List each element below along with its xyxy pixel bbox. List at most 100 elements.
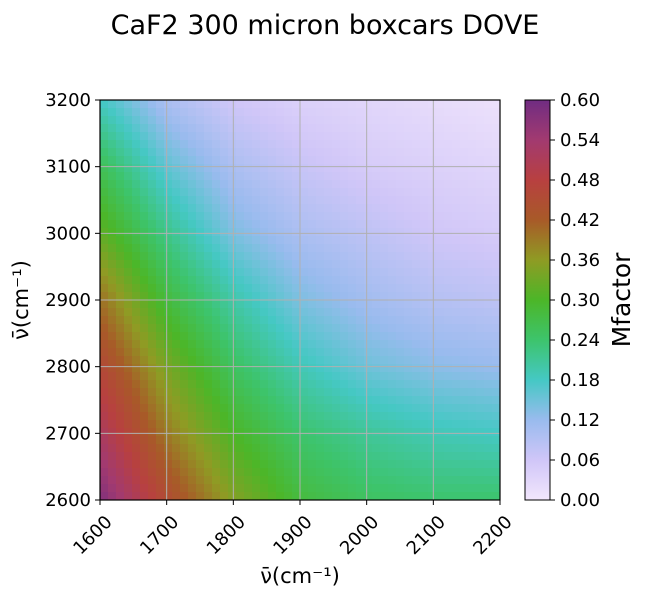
heatmap-cell [436, 412, 445, 421]
heatmap-cell [156, 380, 165, 389]
heatmap-cell [260, 316, 269, 325]
heatmap-cell [420, 412, 429, 421]
heatmap-cell [364, 380, 373, 389]
heatmap-cell [372, 364, 381, 373]
heatmap-cell [188, 188, 197, 197]
heatmap-cell [380, 196, 389, 205]
heatmap-cell [188, 356, 197, 365]
heatmap-cell [140, 316, 149, 325]
heatmap-cell [204, 180, 213, 189]
heatmap-cell [356, 404, 365, 413]
heatmap-cell [460, 396, 469, 405]
heatmap-cell [292, 156, 301, 165]
heatmap-cell [100, 268, 109, 277]
heatmap-cell [100, 420, 109, 429]
heatmap-cell [292, 364, 301, 373]
heatmap-cell [452, 428, 461, 437]
heatmap-cell [156, 188, 165, 197]
heatmap-cell [460, 148, 469, 157]
heatmap-cell [108, 124, 117, 133]
heatmap-cell [188, 284, 197, 293]
heatmap-cell [388, 180, 397, 189]
heatmap-cell [492, 308, 500, 317]
heatmap-cell [252, 172, 261, 181]
heatmap-cell [460, 444, 469, 453]
heatmap-cell [348, 244, 357, 253]
heatmap-cell [356, 196, 365, 205]
heatmap-cell [188, 252, 197, 261]
heatmap-cell [140, 300, 149, 309]
heatmap-cell [404, 420, 413, 429]
heatmap-cell [268, 420, 277, 429]
heatmap-cell [212, 404, 221, 413]
heatmap-cell [172, 436, 181, 445]
heatmap-cell [324, 492, 333, 500]
heatmap-cell [484, 140, 493, 149]
heatmap-cell [412, 236, 421, 245]
heatmap-cell [396, 340, 405, 349]
heatmap-cell [388, 204, 397, 213]
heatmap-cell [380, 244, 389, 253]
heatmap-cell [356, 372, 365, 381]
heatmap-cell [484, 460, 493, 469]
heatmap-cell [420, 212, 429, 221]
heatmap-cell [380, 228, 389, 237]
heatmap-cell [356, 140, 365, 149]
heatmap-cell [284, 204, 293, 213]
heatmap-cell [484, 404, 493, 413]
heatmap-cell [436, 140, 445, 149]
heatmap-cell [284, 476, 293, 485]
heatmap-cell [188, 212, 197, 221]
heatmap-cell [140, 228, 149, 237]
heatmap-cell [164, 332, 173, 341]
heatmap-cell [396, 332, 405, 341]
heatmap-cell [276, 444, 285, 453]
heatmap-cell [340, 188, 349, 197]
heatmap-cell [388, 428, 397, 437]
heatmap-cell [308, 396, 317, 405]
heatmap-cell [228, 492, 237, 500]
heatmap-cell [396, 156, 405, 165]
heatmap-cell [244, 180, 253, 189]
heatmap-cell [492, 268, 500, 277]
heatmap-cell [284, 108, 293, 117]
heatmap-cell [204, 204, 213, 213]
heatmap-cell [124, 228, 133, 237]
heatmap-cell [236, 204, 245, 213]
heatmap-cell [300, 212, 309, 221]
heatmap-cell [420, 276, 429, 285]
heatmap-cell [324, 452, 333, 461]
heatmap-cell [324, 148, 333, 157]
heatmap-cell [236, 340, 245, 349]
heatmap-cell [228, 244, 237, 253]
heatmap-cell [100, 492, 109, 500]
heatmap-cell [220, 428, 229, 437]
heatmap-cell [148, 420, 157, 429]
heatmap-cell [484, 388, 493, 397]
heatmap-cell [140, 468, 149, 477]
heatmap-cell [460, 180, 469, 189]
heatmap-cell [156, 284, 165, 293]
heatmap-cell [252, 348, 261, 357]
heatmap-cell [316, 148, 325, 157]
heatmap-cell [268, 308, 277, 317]
heatmap-cell [492, 372, 500, 381]
heatmap-cell [108, 372, 117, 381]
heatmap-cell [460, 316, 469, 325]
heatmap-cell [484, 100, 493, 109]
heatmap-cell [124, 164, 133, 173]
heatmap-cell [196, 268, 205, 277]
heatmap-cell [180, 204, 189, 213]
heatmap-cell [396, 316, 405, 325]
heatmap-cell [388, 484, 397, 493]
heatmap-cell [436, 332, 445, 341]
heatmap-cell [276, 364, 285, 373]
heatmap-cell [100, 276, 109, 285]
heatmap-cell [492, 124, 500, 133]
heatmap-cell [228, 452, 237, 461]
heatmap-cell [420, 268, 429, 277]
heatmap-cell [228, 132, 237, 141]
heatmap-cell [324, 268, 333, 277]
heatmap-cell [388, 372, 397, 381]
heatmap-cell [468, 340, 477, 349]
